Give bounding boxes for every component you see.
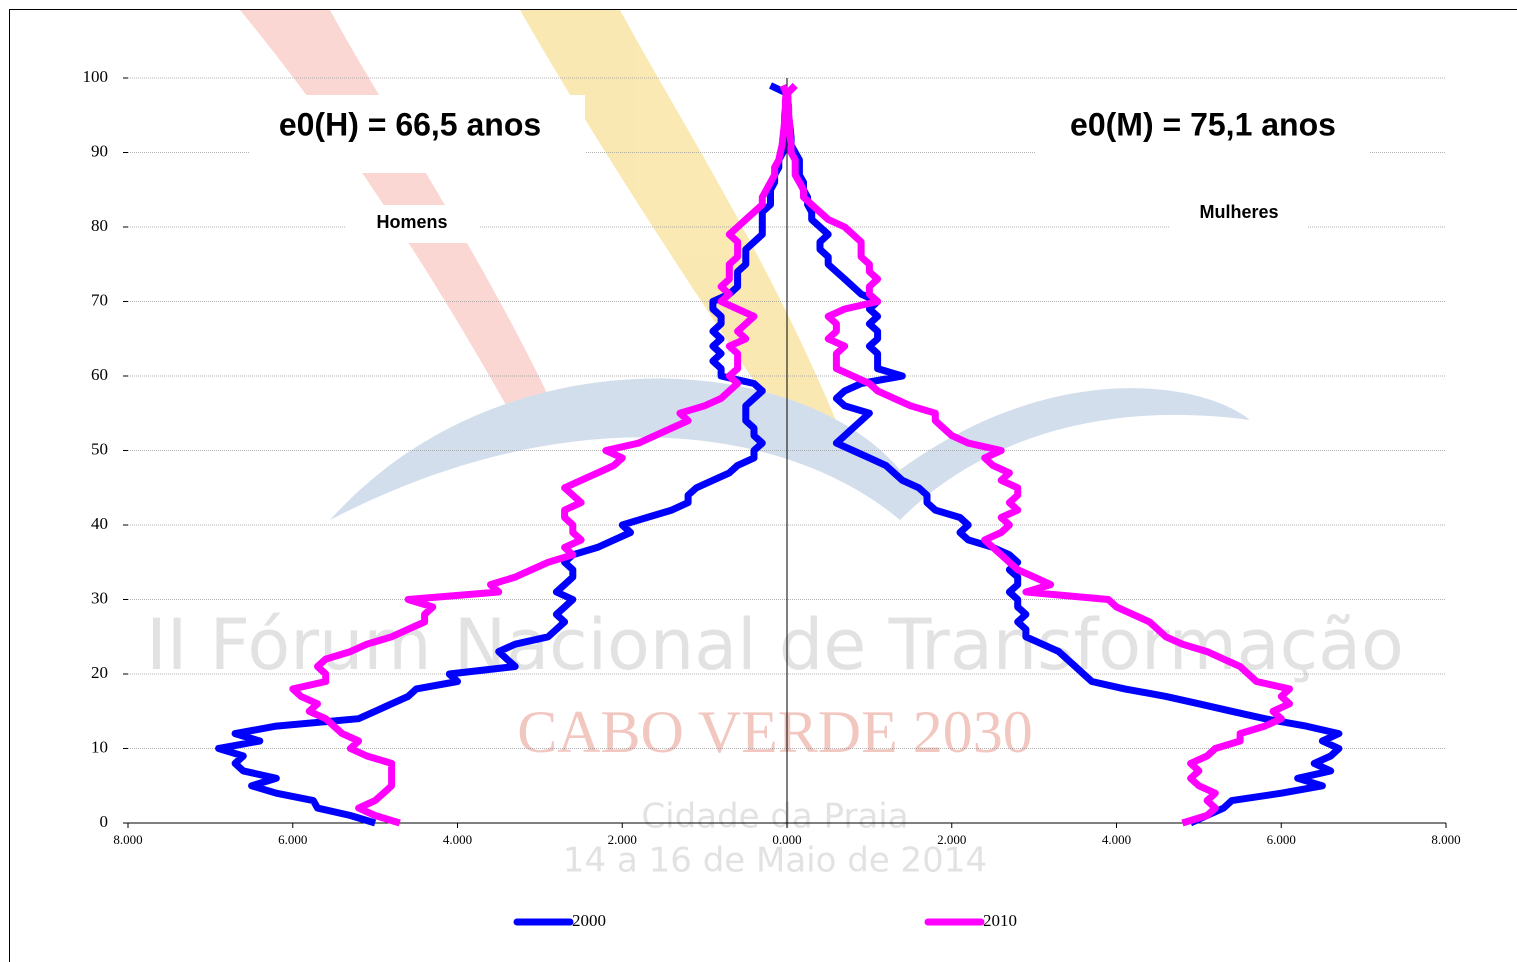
x-tick-label: 8.000	[113, 832, 142, 847]
legend-label: 2010	[983, 911, 1017, 930]
swoosh-blue	[330, 378, 1250, 520]
annotation: Homens	[376, 212, 447, 232]
x-tick-label: 4.000	[1102, 832, 1131, 847]
annotation: Mulheres	[1199, 202, 1278, 222]
x-tick-label: 6.000	[1267, 832, 1296, 847]
series-line	[289, 84, 790, 827]
annotation-box	[250, 95, 585, 173]
y-tick-label: 20	[91, 663, 108, 682]
annotation: e0(H) = 66,5 anos	[279, 106, 541, 142]
y-tick-label: 30	[91, 588, 108, 607]
annotation-box	[1035, 95, 1370, 173]
x-tick-label: 6.000	[278, 832, 307, 847]
y-tick-label: 50	[91, 439, 108, 458]
y-tick-label: 70	[91, 290, 108, 309]
x-tick-label: 8.000	[1431, 832, 1460, 847]
legend-label: 2000	[572, 911, 606, 930]
x-tick-label: 4.000	[443, 832, 472, 847]
series-line	[215, 82, 790, 827]
x-tick-label: 0.000	[772, 832, 801, 847]
y-tick-label: 80	[91, 216, 108, 235]
x-tick-label: 2.000	[937, 832, 966, 847]
y-tick-label: 40	[91, 514, 108, 533]
annotation-box	[1170, 195, 1307, 233]
legend: 2000 2010	[513, 911, 1017, 930]
swoosh-yellow	[520, 10, 840, 430]
watermark: 14 a 16 de Maio de 2014	[563, 841, 987, 881]
annotation-box	[345, 205, 480, 243]
watermark: CABO VERDE 2030	[517, 699, 1033, 765]
plot-area: 0 10 20 30 40 50 60 70 80 90 100 8.000 6.000 4.000 2.0…	[83, 67, 1461, 847]
watermark: Cidade da Praia	[641, 797, 908, 837]
y-tick-label: 10	[91, 737, 108, 756]
y-tick-label: 90	[91, 141, 108, 160]
y-tick-label: 100	[83, 67, 109, 86]
series-line	[784, 83, 1343, 827]
x-tick-label: 2.000	[608, 832, 637, 847]
series-line	[784, 83, 1293, 827]
annotation: e0(M) = 75,1 anos	[1070, 106, 1336, 142]
y-tick-label: 0	[100, 812, 109, 831]
y-tick-label: 60	[91, 365, 108, 384]
